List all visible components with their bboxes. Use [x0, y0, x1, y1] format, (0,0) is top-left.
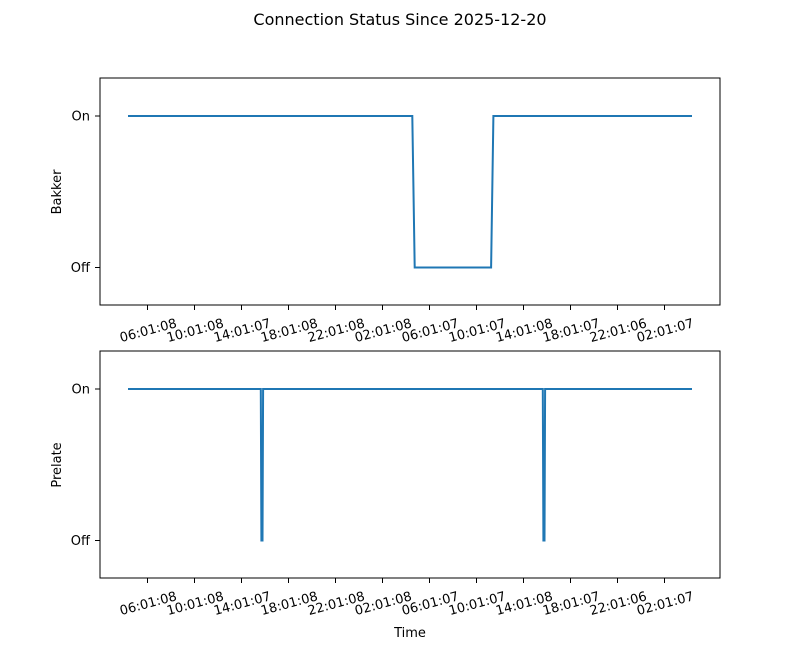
- plot-area-frame: [99, 350, 721, 579]
- y-tick-label: Off: [71, 261, 91, 276]
- chart-title: Connection Status Since 2025-12-20: [253, 10, 546, 29]
- x-axis-label: Time: [393, 626, 426, 641]
- y-axis-label-bakker: Bakker: [50, 169, 65, 214]
- y-tick-label: On: [72, 110, 90, 125]
- series-line-prelate: [128, 388, 692, 542]
- plot-area-frame: [99, 77, 721, 306]
- series-line-bakker: [128, 115, 692, 269]
- subplot-prelate: Prelate OffOn06:01:0810:01:0814:01:0718:…: [50, 350, 721, 619]
- y-tick-label: On: [72, 383, 90, 398]
- subplot-bakker: Bakker OffOn06:01:0810:01:0814:01:0718:0…: [50, 77, 721, 346]
- y-tick-label: Off: [71, 534, 91, 549]
- y-axis-label-prelate: Prelate: [50, 442, 65, 487]
